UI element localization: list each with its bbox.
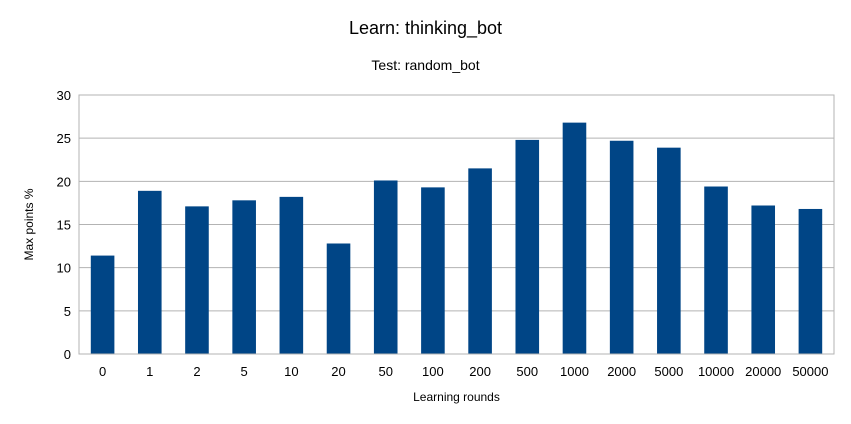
bar-1 (137, 190, 162, 354)
x-tick-label: 5 (241, 364, 248, 379)
chart-subtitle: Test: random_bot (371, 57, 480, 73)
bar-500 (515, 139, 540, 354)
bar-10 (279, 196, 304, 354)
y-tick-label: 0 (64, 347, 71, 362)
bar-50000 (798, 208, 823, 354)
x-tick-label: 100 (422, 364, 444, 379)
bar-100 (421, 187, 445, 354)
x-tick-label: 20 (331, 364, 345, 379)
x-tick-label: 10000 (698, 364, 734, 379)
x-tick-label: 1 (146, 364, 153, 379)
bar-50 (373, 180, 398, 354)
x-tick-label: 50000 (792, 364, 828, 379)
y-tick-label: 10 (57, 261, 71, 276)
plot-area-frame (78, 94, 835, 355)
bar-2000 (609, 140, 634, 354)
x-tick-label: 2000 (607, 364, 636, 379)
bar-20000 (751, 205, 776, 354)
chart-title: Learn: thinking_bot (348, 18, 503, 38)
y-axis-label: Max points % (22, 188, 36, 260)
y-tick-label: 15 (57, 218, 71, 233)
y-tick-label: 5 (64, 304, 71, 319)
x-tick-label: 500 (516, 364, 538, 379)
x-tick-label: 0 (99, 364, 106, 379)
y-tick-label: 25 (57, 131, 71, 146)
bar-0 (90, 255, 115, 354)
x-tick-label: 2 (193, 364, 200, 379)
bar-5 (232, 200, 256, 354)
bar-200 (468, 168, 492, 354)
x-tick-label: 10 (284, 364, 298, 379)
bar-5000 (657, 147, 681, 354)
bar-10000 (704, 186, 728, 354)
x-tick-label: 200 (469, 364, 491, 379)
bar-1000 (562, 122, 587, 354)
y-tick-label: 20 (57, 174, 71, 189)
x-tick-label: 50 (378, 364, 392, 379)
y-tick-labels: 0 5 10 15 20 25 30 (57, 88, 71, 362)
y-tick-label: 30 (57, 88, 71, 103)
x-tick-label: 1000 (560, 364, 589, 379)
x-tick-labels: 0 1 2 5 10 20 50 100 200 500 1000 2000 5000 10000 2000… (99, 364, 829, 379)
bars (90, 122, 823, 354)
bar-20 (326, 243, 351, 354)
bar-2 (185, 206, 209, 354)
x-axis-label: Learning rounds (413, 390, 500, 404)
x-tick-label: 5000 (654, 364, 683, 379)
x-tick-label: 20000 (745, 364, 781, 379)
